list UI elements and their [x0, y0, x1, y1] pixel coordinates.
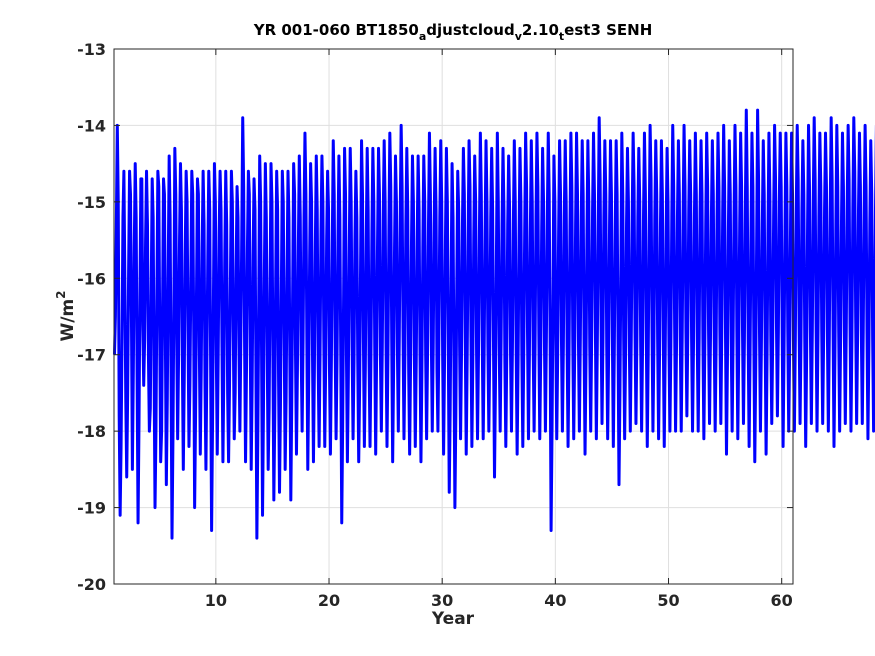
title-subscript: t [559, 30, 564, 43]
y-tick-label: -16 [77, 269, 106, 288]
y-label-base: W/m [58, 299, 78, 342]
chart-title: YR 001-060 BT1850adjustcloudv2.10test3 S… [253, 21, 653, 43]
y-tick-label: -14 [77, 116, 106, 135]
y-tick-label: -17 [77, 346, 106, 365]
y-tick-label: -20 [77, 575, 106, 594]
axes-box [113, 48, 794, 585]
y-axis-label: W/m2 [54, 290, 78, 341]
title-segment: YR 001-060 BT1850 [253, 21, 419, 39]
x-axis: 10 20 30 40 50 60 [205, 49, 793, 610]
title-segment: 2.10 [522, 21, 559, 39]
series-line [112, 108, 875, 540]
x-tick-label: 10 [205, 591, 227, 610]
series-layer [112, 108, 875, 540]
x-tick-label: 40 [544, 591, 566, 610]
title-subscript: a [419, 30, 426, 43]
x-tick-label: 50 [657, 591, 679, 610]
title-segment: djustcloud [426, 21, 514, 39]
title-subscript: v [515, 30, 523, 43]
x-axis-label: Year [431, 609, 475, 629]
title-segment: est3 SENH [564, 21, 652, 39]
x-tick-label: 60 [771, 591, 793, 610]
y-tick-label: -15 [77, 193, 106, 212]
y-tick-label: -13 [77, 40, 106, 59]
y-tick-label: -18 [77, 422, 106, 441]
y-label-superscript: 2 [54, 290, 68, 298]
y-tick-label: -19 [77, 499, 106, 518]
x-tick-label: 30 [431, 591, 453, 610]
x-tick-label: 20 [318, 591, 340, 610]
y-axis: -13 -14 -15 -16 -17 -18 -19 -20 [77, 40, 793, 594]
